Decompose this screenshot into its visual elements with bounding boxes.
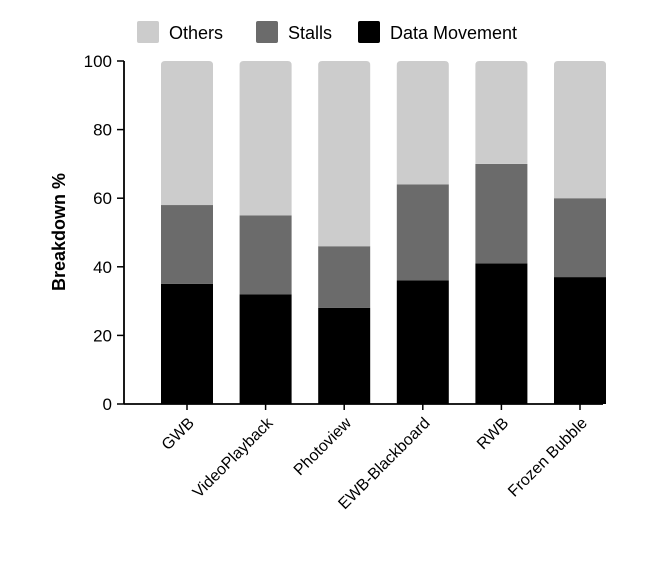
legend-label: Others [169, 23, 223, 43]
bar-segment [161, 283, 213, 404]
legend-label: Stalls [288, 23, 332, 43]
x-tick-label: RWB [474, 415, 512, 453]
legend-label: Data Movement [390, 23, 517, 43]
x-tick-label: Frozen Bubble [505, 415, 591, 501]
y-tick-label: 80 [93, 121, 112, 140]
y-axis-label: Breakdown % [49, 173, 69, 291]
y-tick-label: 40 [93, 258, 112, 277]
bar-segment [475, 61, 528, 164]
legend-swatch [358, 21, 380, 43]
bar-segment [475, 163, 528, 264]
bar-segment [318, 307, 371, 404]
bar-segment [239, 61, 292, 216]
bar-segment [161, 205, 213, 284]
x-tick-label: Photoview [291, 414, 356, 479]
y-tick-label: 0 [103, 395, 112, 414]
bar-segment [239, 215, 292, 295]
bar-segment [554, 61, 606, 199]
bar-segment [396, 184, 449, 281]
bar-segment [554, 277, 606, 404]
bar-segment [318, 61, 371, 247]
bar-segment [318, 246, 371, 308]
bar-segment [161, 61, 213, 206]
bar-segment [239, 294, 292, 404]
bar-segment [475, 263, 528, 404]
bar-segment [396, 61, 449, 185]
bar-segment [554, 198, 606, 278]
bar-segment [396, 280, 449, 404]
x-tick-label: GWB [159, 415, 198, 454]
legend: Others Stalls Data Movement [137, 21, 517, 43]
y-tick-label: 100 [84, 52, 112, 71]
x-tick-label: VideoPlayback [190, 414, 277, 501]
y-tick-label: 20 [93, 326, 112, 345]
legend-swatch [137, 21, 159, 43]
legend-swatch [256, 21, 278, 43]
y-tick-label: 60 [93, 189, 112, 208]
